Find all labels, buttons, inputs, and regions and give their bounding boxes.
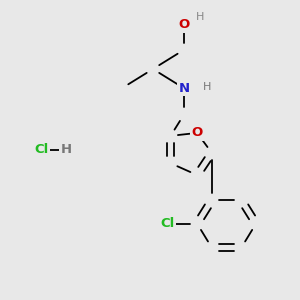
Text: Cl: Cl xyxy=(160,217,175,230)
Text: Cl: Cl xyxy=(34,143,48,157)
Text: H: H xyxy=(196,13,204,22)
Text: O: O xyxy=(191,126,203,140)
Text: H: H xyxy=(61,143,72,157)
Text: O: O xyxy=(178,18,190,32)
Text: N: N xyxy=(178,82,189,95)
Text: H: H xyxy=(203,82,212,92)
